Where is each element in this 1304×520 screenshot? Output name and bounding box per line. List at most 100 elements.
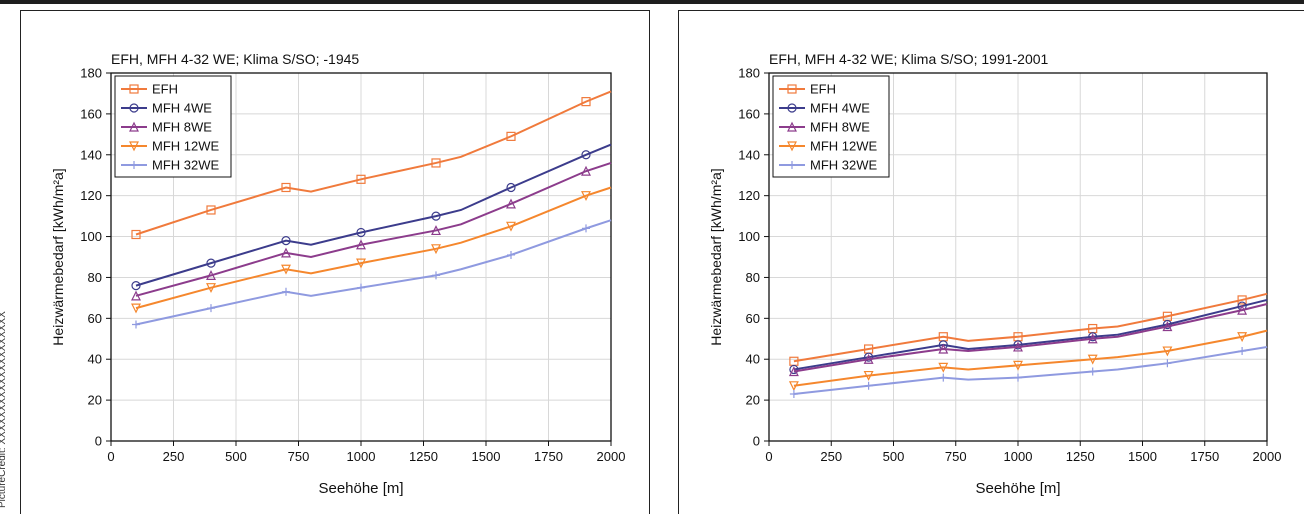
legend-marker [787, 84, 797, 94]
data-point [863, 353, 874, 364]
data-point [506, 182, 516, 193]
y-tick-label: 0 [753, 434, 760, 449]
x-axis: 0 250 500 750 1000 1250 1500 1750 2000 [765, 441, 1281, 464]
x-tick-label: 750 [945, 449, 967, 464]
data-point [131, 281, 141, 291]
legend: EFH MFH 4WE MFH 8WE MFH 12WE MFH 32WE [772, 75, 890, 178]
series-line [135, 186, 612, 310]
y-tick-label: 140 [738, 147, 760, 162]
x-axis-label: Seehöhe [m] [318, 480, 403, 497]
x-tick-label: 2000 [597, 449, 626, 464]
y-tick-label: 20 [88, 393, 102, 408]
y-tick-label: 40 [746, 352, 760, 367]
x-tick-label: 1750 [1190, 449, 1219, 464]
data-point [431, 211, 441, 221]
series-line [793, 345, 1268, 395]
legend-marker [787, 103, 797, 113]
data-point [432, 271, 440, 280]
line-chart-left: 0 250 500 750 1000 1250 1500 1750 2000 0 20 40 60 80 1… [50, 51, 625, 497]
chart-panel-left: 0 250 500 750 1000 1250 1500 1750 2000 0 20 40 60 80 1… [20, 10, 650, 514]
legend-label: MFH 4WE [810, 101, 870, 116]
series-line [135, 90, 612, 236]
series-efh [131, 90, 612, 240]
series-line [793, 298, 1268, 371]
series-mfh-4we [131, 143, 612, 291]
legend-item: MFH 8WE [779, 120, 870, 135]
legend-marker [787, 141, 797, 152]
data-point [356, 227, 366, 238]
data-point [206, 270, 216, 280]
x-tick-label: 1250 [409, 449, 438, 464]
series-line [135, 162, 612, 297]
data-point [281, 182, 291, 193]
y-tick-label: 120 [738, 188, 760, 203]
data-point [1237, 332, 1248, 343]
top-rule [0, 0, 1304, 4]
data-point [206, 258, 216, 268]
y-tick-label: 80 [88, 270, 102, 285]
data-point [581, 97, 591, 107]
data-point [281, 264, 291, 275]
legend-marker [788, 161, 796, 169]
data-point [788, 381, 799, 392]
chart-title: EFH, MFH 4-32 WE; Klima S/SO; 1991-2001 [769, 51, 1049, 67]
data-point [789, 364, 799, 375]
data-point [356, 258, 366, 269]
y-tick-label: 100 [80, 229, 102, 244]
data-point [582, 224, 590, 233]
y-tick-label: 40 [88, 352, 102, 367]
data-point [506, 131, 516, 141]
legend-item: MFH 32WE [779, 158, 878, 173]
x-tick-label: 1250 [1066, 449, 1095, 464]
series-mfh-8we [131, 162, 612, 301]
data-point [131, 290, 141, 301]
series-mfh-8we [788, 303, 1268, 377]
line-chart-right: 0 250 500 750 1000 1250 1500 1750 2000 0 20 40 60 80 1… [708, 51, 1281, 497]
data-point [1238, 347, 1247, 356]
legend-label: MFH 12WE [810, 139, 878, 154]
data-point [1237, 295, 1247, 305]
data-point [1013, 341, 1023, 352]
legend-item: MFH 4WE [121, 101, 212, 116]
y-axis: 0 20 40 60 80 100 120 140 160 180 [80, 66, 111, 449]
x-tick-label: 2000 [1253, 449, 1282, 464]
x-tick-label: 1000 [1004, 449, 1033, 464]
y-tick-label: 180 [80, 66, 102, 81]
x-tick-label: 750 [288, 449, 310, 464]
legend-marker [129, 84, 139, 94]
legend-item: MFH 12WE [779, 139, 878, 154]
legend-label: EFH [152, 82, 178, 97]
data-point [1013, 340, 1023, 350]
x-axis-label: Seehöhe [m] [975, 480, 1060, 497]
series-mfh-12we [788, 329, 1268, 392]
x-tick-label: 1750 [534, 449, 563, 464]
x-tick-label: 250 [820, 449, 842, 464]
series-line [793, 303, 1268, 373]
x-tick-label: 0 [765, 449, 772, 464]
data-point [1088, 367, 1097, 376]
y-tick-label: 0 [95, 434, 102, 449]
data-point [131, 229, 141, 240]
data-point [356, 239, 366, 250]
y-tick-label: 160 [80, 106, 102, 121]
data-point [132, 320, 140, 329]
x-axis: 0 250 500 750 1000 1250 1500 1750 2000 [107, 441, 625, 464]
data-point [282, 287, 290, 296]
data-point [939, 373, 948, 382]
legend-marker [129, 141, 139, 152]
legend-item: EFH [121, 82, 178, 97]
data-point [1013, 360, 1023, 371]
data-point [431, 158, 441, 168]
legend-label: MFH 32WE [152, 158, 220, 173]
data-point [581, 191, 591, 202]
legend-marker [129, 121, 139, 132]
x-tick-label: 1500 [472, 449, 501, 464]
series-efh [789, 292, 1268, 366]
data-point [1162, 321, 1173, 332]
y-tick-label: 60 [746, 311, 760, 326]
legend-marker [130, 161, 138, 169]
data-point [863, 370, 874, 381]
legend-label: EFH [810, 82, 836, 97]
y-tick-label: 20 [746, 393, 760, 408]
series-mfh-32we [132, 219, 612, 329]
